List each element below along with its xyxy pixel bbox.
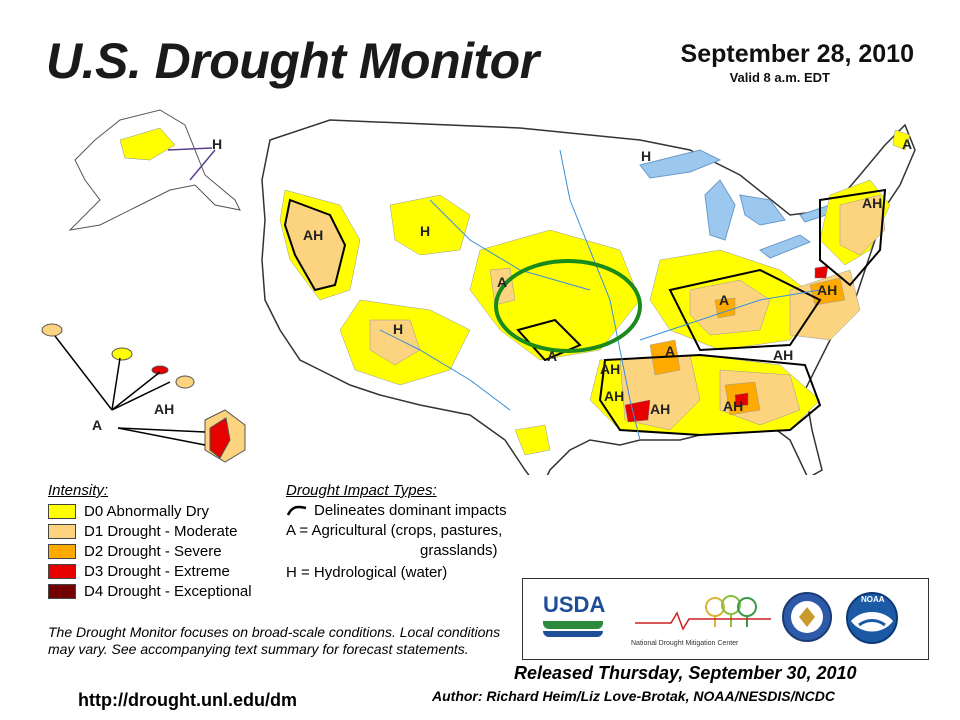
- impact-line-4: H = Hydrological (water): [286, 564, 448, 581]
- rivers: [379, 149, 821, 441]
- intensity-title: Intensity:: [48, 482, 109, 499]
- impact-line-3: grasslands): [420, 542, 498, 559]
- label-va-ah: AH: [817, 282, 837, 298]
- alaska-inset: H: [68, 109, 241, 231]
- impact-boundaries: [283, 188, 887, 437]
- label-mn-h: H: [641, 148, 651, 164]
- label-ok-ah: AH: [600, 361, 620, 377]
- impact-line-2: A = Agricultural (crops, pastures,: [286, 522, 503, 539]
- legend-label-d0: D0 Abnormally Dry: [84, 502, 210, 520]
- label-nc-ah: AH: [773, 347, 793, 363]
- swatch-d0: [48, 503, 76, 519]
- swatch-d2: [48, 543, 76, 559]
- impact-title: Drought Impact Types:: [286, 482, 437, 499]
- map-date: September 28, 2010: [680, 40, 914, 68]
- label-ga-ah: AH: [723, 398, 743, 414]
- legend-label-d2: D2 Drought - Severe: [84, 542, 222, 560]
- commerce-seal-icon: [782, 592, 832, 642]
- label-ne-a: A: [497, 274, 507, 290]
- label-la-ah: AH: [604, 388, 624, 404]
- label-ms-ah: AH: [650, 401, 670, 417]
- ndmc-trees-icon: [635, 595, 771, 631]
- legend-item-d2: D2 Drought - Severe: [48, 541, 222, 561]
- swatch-d1: [48, 523, 76, 539]
- valid-time: Valid 8 a.m. EDT: [729, 70, 830, 85]
- source-url[interactable]: http://drought.unl.edu/dm: [78, 690, 297, 710]
- label-nv-ah: AH: [303, 227, 323, 243]
- impact-line-1: Delineates dominant impacts: [314, 502, 507, 519]
- impact-line-icon: [286, 505, 307, 516]
- label-tn-a: A: [665, 343, 675, 359]
- usda-logo-text: USDA: [543, 592, 606, 617]
- released-date: Released Thursday, September 30, 2010: [514, 663, 857, 683]
- swatch-d4: [48, 583, 76, 599]
- noaa-logo-text: NOAA: [861, 595, 885, 604]
- legend-item-d3: D3 Drought - Extreme: [48, 561, 230, 581]
- label-ks-a: A: [547, 348, 557, 364]
- hawaii-label-a: A: [92, 417, 102, 433]
- legend-label-d1: D1 Drought - Moderate: [84, 522, 238, 540]
- noaa-logo-icon: [846, 592, 898, 644]
- author-credit: Author: Richard Heim/Liz Love-Brotak, NO…: [432, 688, 835, 704]
- noaa-logo: NOAA: [845, 591, 899, 650]
- page-title: U.S. Drought Monitor: [46, 33, 539, 89]
- hawaii-label-ah: AH: [154, 401, 174, 417]
- label-ne-coast-ah: AH: [862, 195, 882, 211]
- note-text: The Drought Monitor focuses on broad-sca…: [48, 624, 501, 657]
- label-me-a: A: [902, 136, 912, 152]
- hawaii-inset: A AH: [41, 323, 246, 463]
- legend-item-d4: D4 Drought - Exceptional: [48, 581, 252, 601]
- alaska-label-h: H: [212, 136, 222, 152]
- legend-item-d1: D1 Drought - Moderate: [48, 521, 237, 541]
- ndmc-logo: National Drought Mitigation Center: [631, 593, 771, 649]
- label-az-h: H: [393, 321, 403, 337]
- great-lakes: [639, 149, 836, 259]
- label-ky-a: A: [719, 292, 729, 308]
- label-wy-h: H: [420, 223, 430, 239]
- swatch-d3: [48, 563, 76, 579]
- legend-label-d3: D3 Drought - Extreme: [84, 562, 230, 580]
- legend-item-d0: D0 Abnormally Dry: [48, 501, 209, 521]
- partner-logos: USDA National Drought Mitigation Center …: [522, 578, 929, 660]
- usda-logo: USDA: [543, 592, 606, 645]
- highlight-ellipse: [494, 259, 642, 353]
- ndmc-logo-text: National Drought Mitigation Center: [631, 640, 739, 647]
- legend-label-d4: D4 Drought - Exceptional: [84, 582, 252, 600]
- drought-map: H A AH: [41, 109, 916, 475]
- commerce-seal: [781, 591, 833, 648]
